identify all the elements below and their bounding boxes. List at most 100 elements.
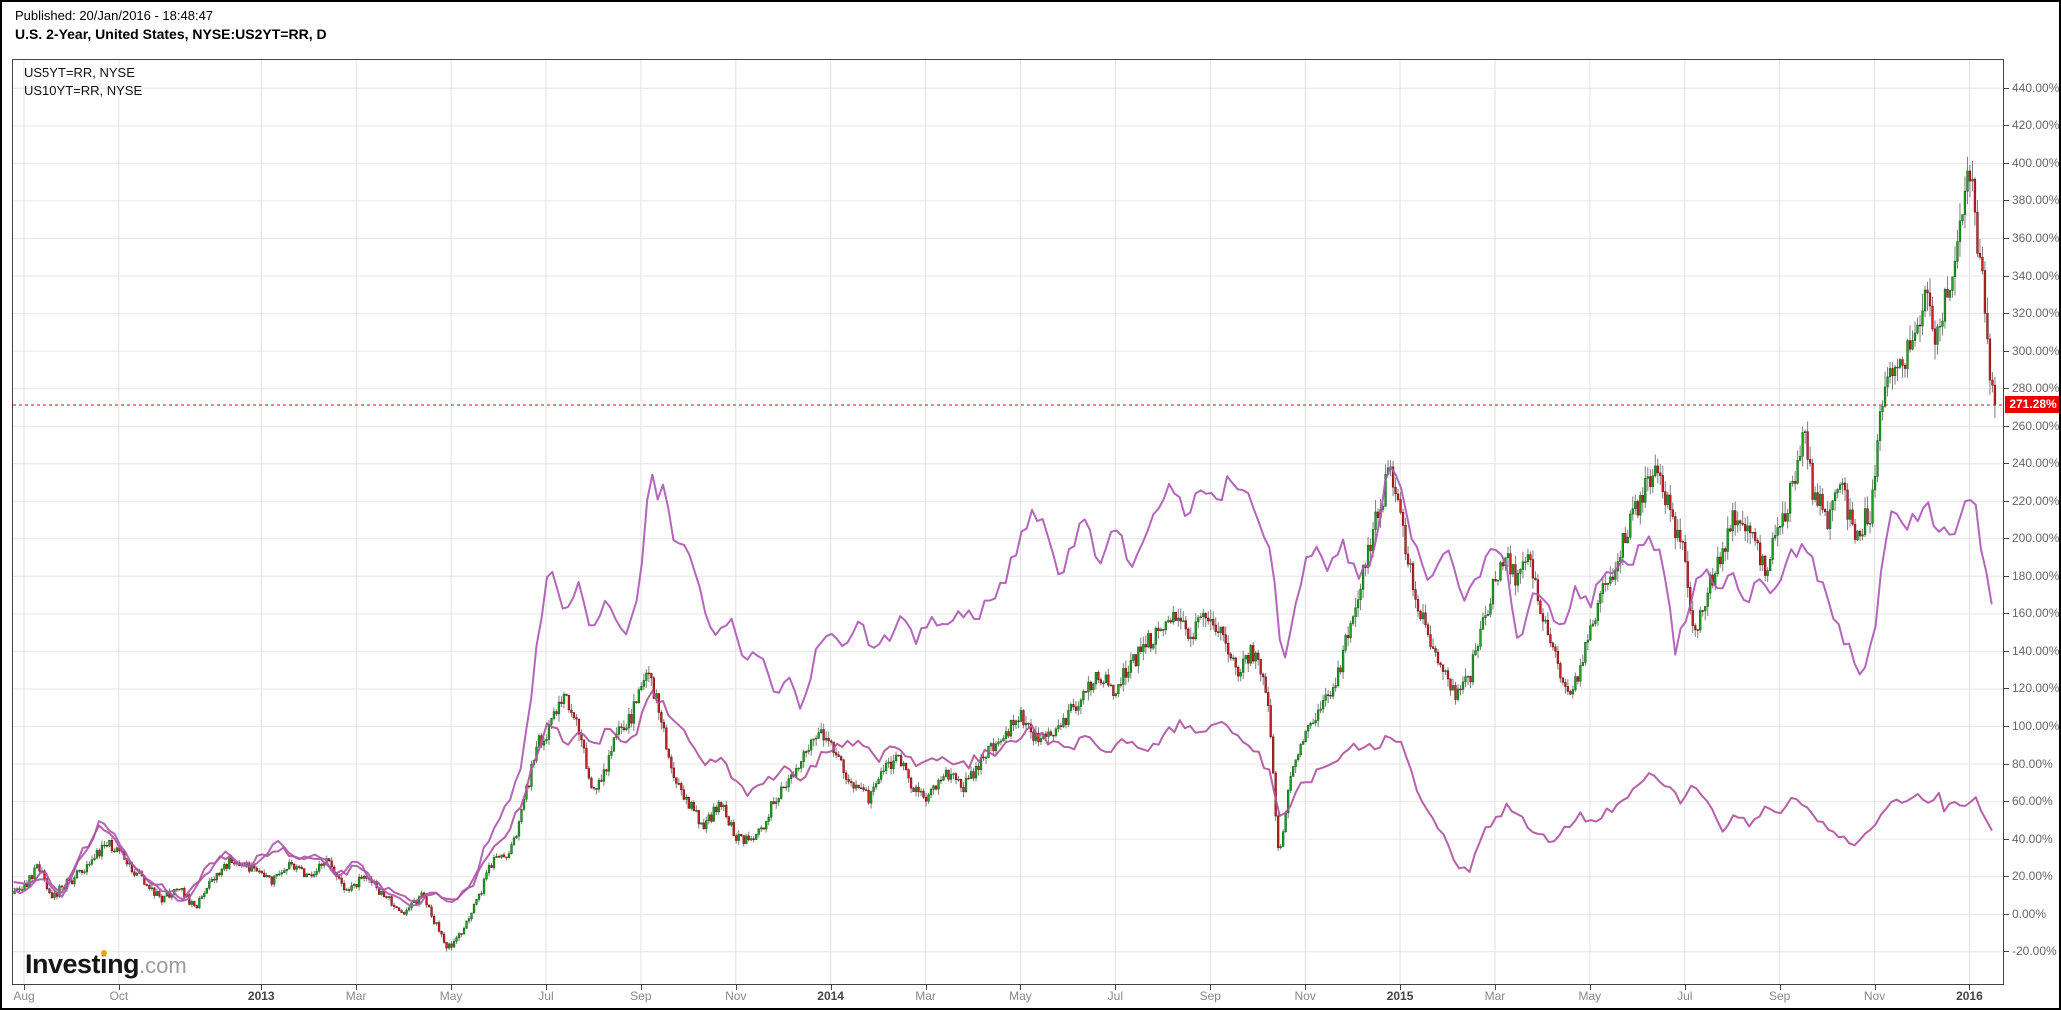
y-axis-tick [2004,951,2009,953]
x-axis-month-label: Jul [538,989,554,1003]
y-axis-tick [2004,237,2009,239]
x-axis-month-label: Mar [1484,989,1506,1003]
x-axis-tick [1874,984,1876,990]
y-axis-tick [2004,200,2009,202]
x-axis-month-label: Sep [630,989,652,1003]
y-axis-tick [2004,725,2009,727]
y-axis-tick [2004,425,2009,427]
x-axis-tick [451,984,453,990]
y-axis-tick [2004,87,2009,89]
y-axis-label: 0.00% [2012,906,2047,921]
investing-logo: Investi ng.com [25,949,187,980]
y-axis-tick [2004,688,2009,690]
y-axis-label: 200.00% [2012,531,2060,546]
x-axis-month-label: Nov [1863,989,1886,1003]
x-axis-tick [640,984,642,990]
y-axis-label: 120.00% [2012,681,2060,696]
y-axis-tick [2004,613,2009,615]
y-axis-tick [2004,388,2009,390]
x-axis-tick [735,984,737,990]
y-axis-tick [2004,313,2009,315]
x-axis-month-label: Jul [1107,989,1124,1003]
x-axis-year-label: 2016 [1956,989,1983,1003]
x-axis-month-label: Nov [1294,989,1316,1003]
y-axis-label: 440.00% [2012,80,2060,95]
y-axis-label: 140.00% [2012,643,2060,658]
y-axis-tick [2004,275,2009,277]
legend: US5YT=RR, NYSE US10YT=RR, NYSE [24,64,142,100]
logo-orange-dot-icon [101,950,108,956]
y-axis-tick [2004,463,2009,465]
x-axis-month-label: Sep [1768,989,1791,1003]
y-axis-tick [2004,763,2009,765]
y-axis-label: 380.00% [2012,193,2060,208]
y-axis-tick [2004,125,2009,127]
x-axis-month-label: Mar [345,989,367,1003]
x-axis-tick [1969,984,1971,990]
y-axis-label: 20.00% [2012,869,2053,884]
y-axis-tick [2004,350,2009,352]
y-axis-label: 180.00% [2012,568,2060,583]
y-axis-tick [2004,162,2009,164]
y-axis-label: 400.00% [2012,155,2060,170]
x-axis-month-label: Jul [1677,989,1693,1003]
x-axis-year-label: 2013 [247,989,275,1003]
x-axis-year-label: 2014 [817,989,844,1003]
y-axis-label: 260.00% [2012,418,2060,433]
y-axis-label: 420.00% [2012,118,2060,133]
y-axis-label: 280.00% [2012,381,2060,396]
x-axis-tick [1589,984,1591,990]
x-axis-year-label: 2015 [1386,989,1414,1003]
y-axis-label: 160.00% [2012,606,2060,621]
x-axis-tick [1210,984,1212,990]
x-axis-month-label: May [1578,989,1602,1003]
x-axis-tick [24,984,25,990]
y-axis-tick [2004,500,2009,502]
logo-suffix: .com [139,953,187,978]
x-axis-tick [1494,984,1496,990]
y-axis-label: 80.00% [2012,756,2053,771]
legend-item-us10yt[interactable]: US10YT=RR, NYSE [24,83,143,98]
y-axis-tick [2004,538,2009,540]
x-axis-tick [1684,984,1686,990]
legend-item-us5yt[interactable]: US5YT=RR, NYSE [24,65,135,80]
y-axis-label: 320.00% [2012,306,2060,321]
x-axis-tick [1305,984,1307,990]
y-axis-label: 40.00% [2012,831,2053,846]
x-axis-tick [1115,984,1117,990]
x-axis-month-label: Sep [1199,989,1221,1003]
y-axis-tick [2004,838,2009,840]
x-axis-month-label: Aug [13,989,35,1003]
x-axis-tick [1779,984,1781,990]
y-axis-tick [2004,575,2009,577]
y-axis-label: 360.00% [2012,230,2060,245]
y-axis-label: 340.00% [2012,268,2060,283]
y-axis-label: 300.00% [2012,343,2060,358]
y-axis-label: 240.00% [2012,456,2060,471]
y-axis-tick [2004,876,2009,878]
last-price-label: 271.28% [2005,396,2059,413]
x-axis-tick [1400,984,1402,990]
x-axis-tick [118,984,120,990]
logo-text: Investi ng [25,949,140,979]
chart-canvas [13,60,2003,984]
published-timestamp: Published: 20/Jan/2016 - 18:48:47 [15,8,214,23]
y-axis-label: -20.00% [2012,944,2057,959]
x-axis-tick [1020,984,1022,990]
plot-area[interactable]: US5YT=RR, NYSE US10YT=RR, NYSE Investi ng… [12,59,2004,985]
x-axis-tick [261,984,263,990]
x-axis-month-label: May [439,989,463,1003]
x-axis-month-label: Oct [109,989,129,1003]
y-axis-label: 60.00% [2012,794,2053,809]
x-axis-month-label: May [1009,989,1032,1003]
y-axis-label: 100.00% [2012,718,2060,733]
x-axis-tick [545,984,547,990]
y-axis-tick [2004,650,2009,652]
y-axis-label: 220.00% [2012,493,2060,508]
x-axis-tick [925,984,927,990]
x-axis-tick [830,984,832,990]
page-title: U.S. 2-Year, United States, NYSE:US2YT=R… [15,26,327,42]
y-axis-tick [2004,913,2009,915]
x-axis-month-label: Nov [725,989,747,1003]
